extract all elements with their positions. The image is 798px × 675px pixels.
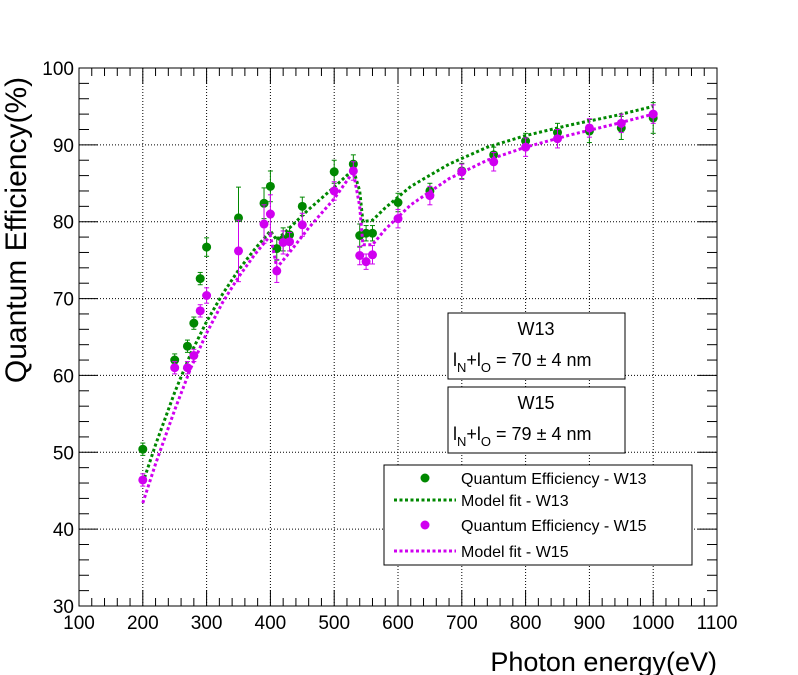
data-point	[297, 201, 307, 211]
data-point	[202, 290, 212, 300]
data-point	[272, 266, 282, 276]
y-tick-label: 90	[53, 136, 74, 157]
legend: Quantum Efficiency - W13 Model fit - W13 Q…	[383, 464, 693, 566]
data-point	[367, 250, 377, 260]
annotation-formula: lN+lO = 70 ± 4 nm	[453, 350, 591, 375]
annotation-title: W15	[517, 393, 554, 413]
data-point	[297, 220, 307, 230]
series-2	[138, 104, 658, 487]
data-point	[202, 242, 212, 252]
data-point	[138, 475, 148, 485]
data-point	[234, 246, 243, 256]
data-point	[367, 228, 377, 238]
legend-label: Quantum Efficiency - W13	[461, 471, 647, 488]
legend-label: Model fit - W13	[461, 493, 569, 510]
legend-entry-3: Model fit - W15	[394, 544, 569, 561]
x-tick-label: 700	[446, 613, 478, 634]
data-point	[195, 274, 205, 284]
legend-entry-0: Quantum Efficiency - W13	[420, 471, 647, 488]
y-tick-label: 50	[53, 443, 74, 464]
data-point	[285, 237, 295, 247]
x-tick-label: 200	[127, 613, 159, 634]
x-tick-labels: 100 200 300 400 500 600 700 800 900 1000 1100	[63, 613, 737, 634]
data-point	[584, 123, 594, 133]
axis-ticks	[78, 67, 718, 607]
y-tick-label: 40	[53, 520, 74, 541]
x-tick-label: 600	[382, 613, 414, 634]
data-point	[189, 318, 199, 328]
data-point	[170, 355, 180, 365]
legend-entry-2: Quantum Efficiency - W15	[420, 518, 647, 535]
data-point	[182, 341, 192, 351]
annotation-box-w13: W13 lN+lO = 70 ± 4 nm	[447, 312, 626, 380]
x-tick-label: 500	[318, 613, 350, 634]
y-tick-label: 80	[53, 213, 74, 234]
data-point	[265, 181, 275, 191]
x-tick-label: 1100	[697, 613, 738, 634]
legend-label: Model fit - W15	[461, 544, 569, 561]
data-point	[265, 209, 275, 219]
data-point	[425, 191, 435, 201]
legend-label: Quantum Efficiency - W15	[461, 518, 647, 535]
data-point	[393, 198, 403, 207]
data-point	[489, 157, 499, 167]
x-tick-label: 400	[255, 613, 287, 634]
data-layer	[138, 102, 658, 504]
annotation-formula: lN+lO = 79 ± 4 nm	[453, 424, 591, 449]
annotation-frame	[447, 386, 626, 454]
fit-line	[141, 112, 654, 504]
y-tick-labels: 30 40 50 60 70 80 90 100	[42, 59, 74, 618]
plot-frame	[78, 67, 718, 607]
annotation-boxes: W13 lN+lO = 70 ± 4 nm W15 lN+lO = 79 ± 4 nm	[447, 312, 626, 454]
data-point	[329, 167, 339, 177]
y-tick-label: 30	[53, 597, 74, 618]
data-point	[170, 363, 180, 373]
data-point	[355, 251, 365, 261]
annotation-frame	[447, 312, 626, 380]
legend-frame	[383, 464, 693, 566]
annotation-title: W13	[517, 319, 554, 339]
data-point	[259, 219, 269, 229]
annotation-box-w15: W15 lN+lO = 79 ± 4 nm	[447, 386, 626, 454]
data-point	[361, 228, 371, 238]
y-tick-label: 100	[42, 59, 74, 80]
data-point	[195, 306, 205, 316]
y-tick-label: 70	[53, 290, 74, 311]
y-tick-label: 60	[53, 366, 74, 387]
data-point	[259, 198, 269, 208]
x-tick-label: 1000	[632, 613, 674, 634]
legend-entry-1: Model fit - W13	[394, 493, 569, 510]
data-point	[138, 444, 148, 454]
legend-marker-swatch	[420, 473, 430, 483]
x-tick-label: 300	[191, 613, 223, 634]
x-tick-label: 100	[63, 613, 95, 634]
x-tick-label: 800	[510, 613, 542, 634]
x-axis-title: Photon energy(eV)	[490, 647, 717, 675]
legend-marker-swatch	[420, 520, 430, 530]
data-point	[361, 257, 371, 267]
data-point	[182, 363, 192, 373]
data-point	[329, 186, 339, 196]
x-tick-label: 900	[574, 613, 606, 634]
series-3	[141, 112, 654, 504]
y-axis-title: Quantum Efficiency(%)	[0, 77, 33, 383]
